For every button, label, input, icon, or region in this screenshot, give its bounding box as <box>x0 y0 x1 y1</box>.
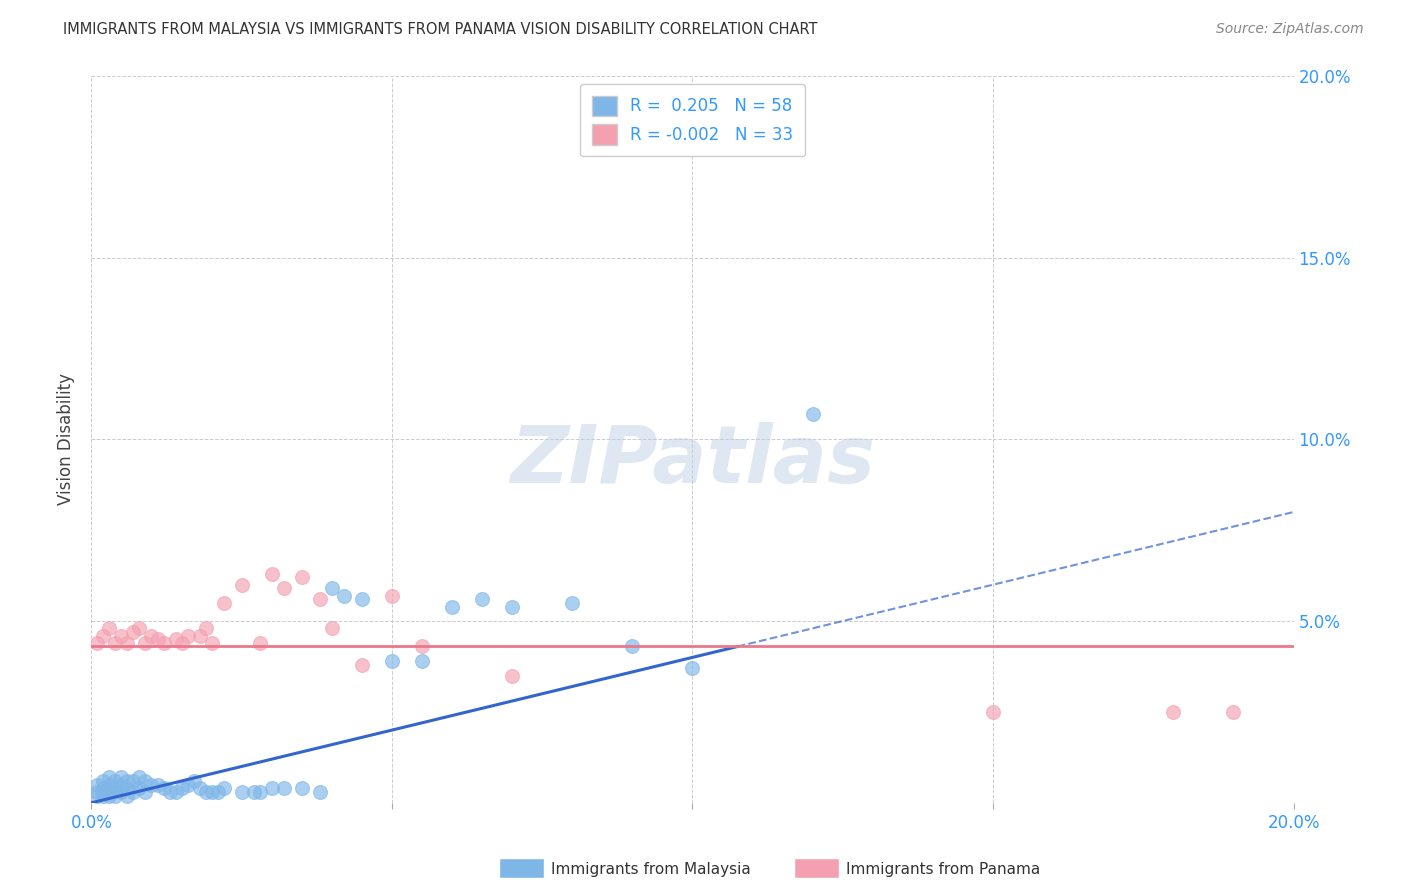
Point <box>86 778 108 792</box>
Point <box>411 640 433 654</box>
Point <box>165 632 187 647</box>
Point <box>152 781 174 796</box>
Point <box>86 789 108 803</box>
Point <box>110 778 132 792</box>
Point <box>201 785 224 799</box>
Point <box>110 770 132 784</box>
Point <box>117 636 139 650</box>
Point <box>188 629 211 643</box>
Point <box>183 774 205 789</box>
Point <box>146 778 169 792</box>
Point <box>333 589 356 603</box>
Point <box>165 785 187 799</box>
Point <box>291 570 314 584</box>
Point <box>621 640 644 654</box>
Point <box>93 789 115 803</box>
Point <box>212 596 235 610</box>
Point <box>231 578 253 592</box>
Point <box>981 705 1004 719</box>
Point <box>321 582 343 596</box>
Point <box>104 636 127 650</box>
Point <box>231 785 253 799</box>
Point <box>501 668 523 682</box>
Point <box>86 636 108 650</box>
Point <box>122 785 145 799</box>
Point <box>1161 705 1184 719</box>
Point <box>1222 705 1244 719</box>
Point <box>98 789 121 803</box>
Point <box>308 592 330 607</box>
Text: IMMIGRANTS FROM MALAYSIA VS IMMIGRANTS FROM PANAMA VISION DISABILITY CORRELATION: IMMIGRANTS FROM MALAYSIA VS IMMIGRANTS F… <box>63 22 818 37</box>
Point <box>249 785 271 799</box>
Point <box>249 636 271 650</box>
Point <box>176 778 198 792</box>
Text: Immigrants from Panama: Immigrants from Panama <box>846 863 1040 877</box>
Point <box>176 629 198 643</box>
Point <box>159 785 181 799</box>
Point <box>104 789 127 803</box>
Point <box>194 785 217 799</box>
Point <box>122 624 145 639</box>
Point <box>98 778 121 792</box>
Point <box>381 654 404 668</box>
Point <box>321 621 343 635</box>
Point <box>141 629 163 643</box>
Point <box>104 781 127 796</box>
Point <box>86 785 108 799</box>
Point <box>93 629 115 643</box>
Point <box>146 632 169 647</box>
Point <box>188 781 211 796</box>
Point <box>170 781 193 796</box>
Point <box>93 781 115 796</box>
Legend: R =  0.205   N = 58, R = -0.002   N = 33: R = 0.205 N = 58, R = -0.002 N = 33 <box>581 84 804 156</box>
Point <box>501 599 523 614</box>
Point <box>170 636 193 650</box>
Point <box>117 781 139 796</box>
Point <box>194 621 217 635</box>
Point <box>411 654 433 668</box>
Point <box>152 636 174 650</box>
Point <box>381 589 404 603</box>
Point <box>134 636 156 650</box>
Point <box>134 774 156 789</box>
Point <box>93 774 115 789</box>
Point <box>141 778 163 792</box>
Point <box>260 566 283 581</box>
Y-axis label: Vision Disability: Vision Disability <box>58 374 76 505</box>
Text: Source: ZipAtlas.com: Source: ZipAtlas.com <box>1216 22 1364 37</box>
Text: Immigrants from Malaysia: Immigrants from Malaysia <box>551 863 751 877</box>
Point <box>98 785 121 799</box>
Point <box>201 636 224 650</box>
Point <box>122 774 145 789</box>
Point <box>291 781 314 796</box>
Point <box>260 781 283 796</box>
Point <box>440 599 463 614</box>
Point <box>350 657 373 672</box>
Point <box>350 592 373 607</box>
Point <box>273 781 295 796</box>
Point <box>128 770 150 784</box>
Point <box>117 774 139 789</box>
Point <box>134 785 156 799</box>
Point <box>93 785 115 799</box>
Point <box>308 785 330 799</box>
Point <box>98 621 121 635</box>
Point <box>212 781 235 796</box>
Point <box>681 661 703 675</box>
Point <box>471 592 494 607</box>
Point <box>128 781 150 796</box>
Point <box>273 582 295 596</box>
Point <box>801 407 824 421</box>
Point <box>207 785 229 799</box>
Point <box>242 785 264 799</box>
Point <box>110 785 132 799</box>
Text: ZIPatlas: ZIPatlas <box>510 422 875 500</box>
Point <box>117 789 139 803</box>
Point <box>110 629 132 643</box>
Point <box>98 770 121 784</box>
Point <box>561 596 583 610</box>
Point <box>104 774 127 789</box>
Point <box>128 621 150 635</box>
